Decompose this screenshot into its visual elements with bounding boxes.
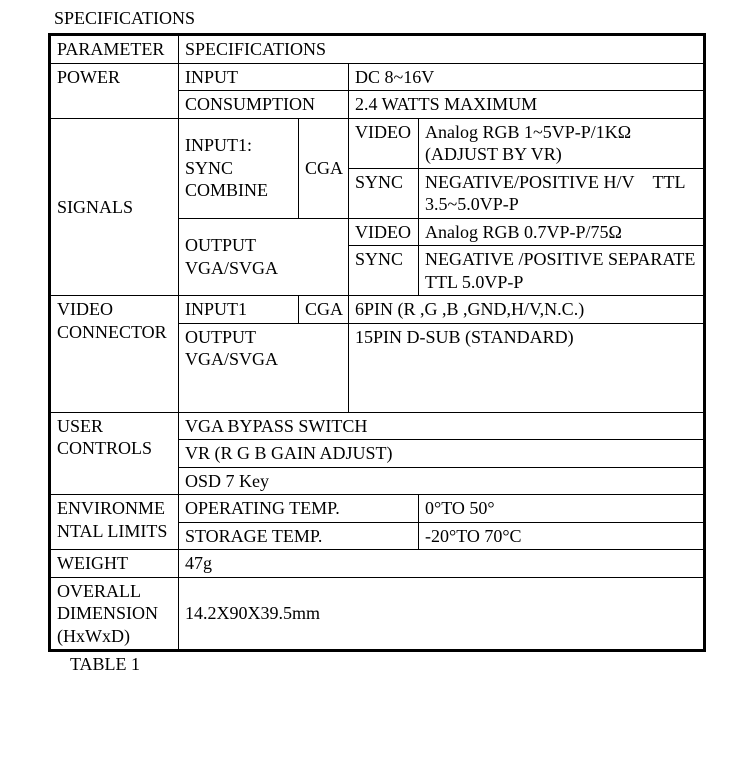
- signals-label: SIGNALS: [51, 118, 179, 296]
- signals-output-video-value: Analog RGB 0.7VP-P/75Ω: [419, 218, 704, 246]
- signals-input1-sync-label: SYNC: [349, 168, 419, 218]
- signals-output-label: OUTPUT VGA/SVGA: [179, 218, 349, 296]
- table-row: USER CONTROLS VGA BYPASS SWITCH: [51, 412, 704, 440]
- video-connector-label: VIDEO CONNECTOR: [51, 296, 179, 413]
- table-row: POWER INPUT DC 8~16V: [51, 63, 704, 91]
- user-controls-row1: VGA BYPASS SWITCH: [179, 412, 704, 440]
- power-label: POWER: [51, 63, 179, 118]
- signals-input1-label: INPUT1: SYNC COMBINE: [179, 118, 299, 218]
- env-storage-value: -20°TO 70°C: [419, 522, 704, 550]
- table-row: VIDEO CONNECTOR INPUT1 CGA 6PIN (R ,G ,B…: [51, 296, 704, 324]
- weight-label: WEIGHT: [51, 550, 179, 578]
- signals-output-sync-value: NEGATIVE /POSITIVE SEPARATE TTL 5.0VP-P: [419, 246, 704, 296]
- signals-input1-video-label: VIDEO: [349, 118, 419, 168]
- table-row: OVERALL DIMENSION (HxWxD) 14.2X90X39.5mm: [51, 577, 704, 650]
- spec-table-wrap: PARAMETER SPECIFICATIONS POWER INPUT DC …: [48, 33, 706, 652]
- power-input-label: INPUT: [179, 63, 349, 91]
- vc-output-label: OUTPUT VGA/SVGA: [179, 323, 349, 412]
- header-specifications: SPECIFICATIONS: [179, 36, 704, 64]
- page-title: SPECIFICATIONS: [0, 8, 736, 33]
- table-row: ENVIRONMENTAL LIMITS OPERATING TEMP. 0°T…: [51, 495, 704, 523]
- table-caption: TABLE 1: [0, 652, 736, 675]
- dimension-label: OVERALL DIMENSION (HxWxD): [51, 577, 179, 650]
- vc-input1-value: 6PIN (R ,G ,B ,GND,H/V,N.C.): [349, 296, 704, 324]
- signals-output-sync-label: SYNC: [349, 246, 419, 296]
- env-storage-label: STORAGE TEMP.: [179, 522, 419, 550]
- user-controls-row3: OSD 7 Key: [179, 467, 704, 495]
- vc-input1-label: INPUT1: [179, 296, 299, 324]
- table-row: PARAMETER SPECIFICATIONS: [51, 36, 704, 64]
- user-controls-label: USER CONTROLS: [51, 412, 179, 495]
- header-parameter: PARAMETER: [51, 36, 179, 64]
- table-row: SIGNALS INPUT1: SYNC COMBINE CGA VIDEO A…: [51, 118, 704, 168]
- weight-value: 47g: [179, 550, 704, 578]
- power-input-value: DC 8~16V: [349, 63, 704, 91]
- vc-input1-type: CGA: [299, 296, 349, 324]
- env-operating-value: 0°TO 50°: [419, 495, 704, 523]
- dimension-value: 14.2X90X39.5mm: [179, 577, 704, 650]
- vc-output-value: 15PIN D-SUB (STANDARD): [349, 323, 704, 412]
- signals-input1-type: CGA: [299, 118, 349, 218]
- env-limits-label: ENVIRONMENTAL LIMITS: [51, 495, 179, 550]
- env-operating-label: OPERATING TEMP.: [179, 495, 419, 523]
- signals-output-video-label: VIDEO: [349, 218, 419, 246]
- table-row: WEIGHT 47g: [51, 550, 704, 578]
- signals-input1-video-value: Analog RGB 1~5VP-P/1KΩ (ADJUST BY VR): [419, 118, 704, 168]
- power-consumption-label: CONSUMPTION: [179, 91, 349, 119]
- spec-table: PARAMETER SPECIFICATIONS POWER INPUT DC …: [50, 35, 704, 650]
- user-controls-row2: VR (R G B GAIN ADJUST): [179, 440, 704, 468]
- signals-input1-sync-value: NEGATIVE/POSITIVE H/V TTL 3.5~5.0VP-P: [419, 168, 704, 218]
- page: SPECIFICATIONS PARAMETER SPECIFICATIONS …: [0, 0, 736, 675]
- power-consumption-value: 2.4 WATTS MAXIMUM: [349, 91, 704, 119]
